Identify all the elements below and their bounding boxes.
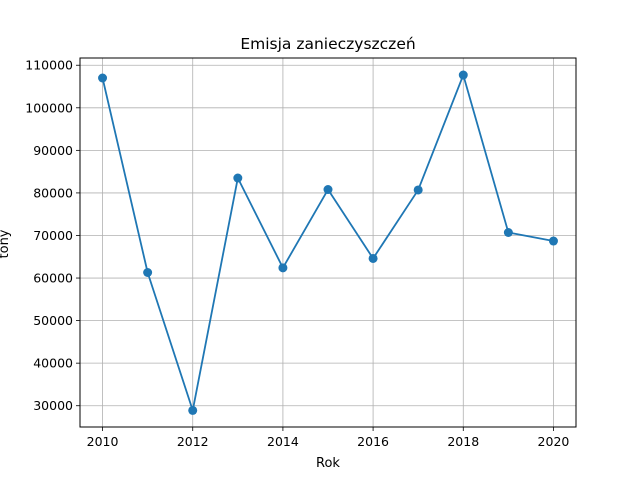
y-tick-label: 70000 — [33, 228, 73, 243]
chart-title: Emisja zanieczyszczeń — [240, 35, 415, 53]
y-tick-label: 110000 — [25, 58, 73, 73]
x-tick-label: 2014 — [267, 434, 299, 449]
data-point — [188, 405, 198, 415]
y-tick-label: 60000 — [33, 271, 73, 286]
data-point — [98, 73, 108, 83]
y-tick-label: 30000 — [33, 398, 73, 413]
x-tick-label: 2010 — [87, 434, 119, 449]
x-tick-label: 2020 — [538, 434, 570, 449]
y-tick-label: 100000 — [25, 100, 73, 115]
data-point — [278, 263, 288, 273]
series-group — [98, 70, 558, 415]
y-tick-label: 50000 — [33, 313, 73, 328]
x-tick-label: 2016 — [357, 434, 389, 449]
x-axis-label: Rok — [316, 456, 340, 471]
y-axis-label: tony — [0, 229, 12, 258]
x-tick-label: 2018 — [447, 434, 479, 449]
y-tick-label: 40000 — [33, 356, 73, 371]
data-point — [143, 268, 153, 278]
data-point — [413, 185, 423, 195]
data-point — [458, 70, 468, 80]
data-point — [368, 253, 378, 263]
axes-frame — [79, 57, 577, 428]
data-point — [503, 227, 513, 237]
axis-ticks: 2010 2012 2014 2016 2018 2020 30000 40000 50000 6… — [25, 58, 569, 449]
data-point — [233, 173, 243, 183]
y-tick-label: 80000 — [33, 185, 73, 200]
data-point — [323, 185, 333, 195]
data-point — [548, 236, 558, 246]
y-tick-label: 90000 — [33, 143, 73, 158]
x-tick-label: 2012 — [177, 434, 209, 449]
